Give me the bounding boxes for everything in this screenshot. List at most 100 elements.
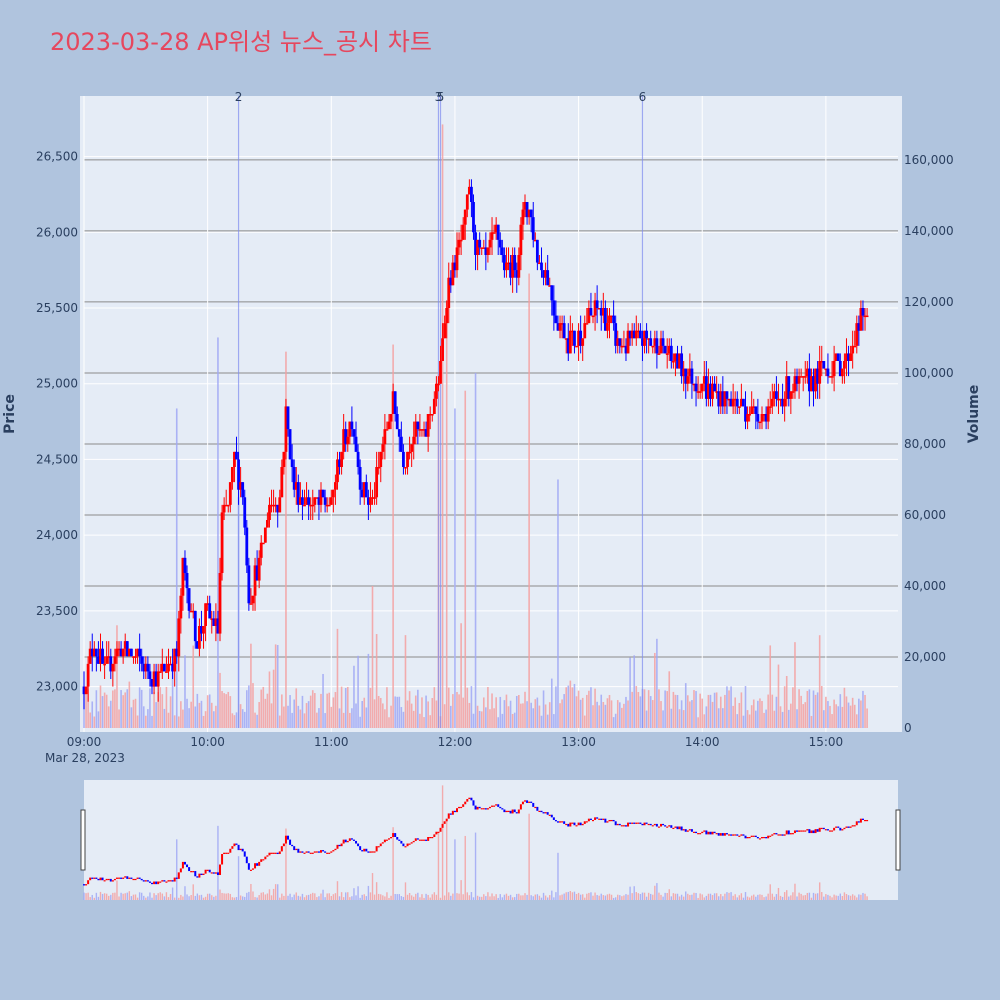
slider-candle <box>188 867 191 872</box>
slider-volume-bar <box>788 896 790 900</box>
candle-body <box>519 224 523 255</box>
volume-bar <box>767 694 769 728</box>
slider-volume-bar <box>227 893 229 900</box>
volume-bar <box>130 707 133 728</box>
slider-volume-bar <box>509 894 512 900</box>
slider-volume-bar <box>478 896 481 900</box>
volume-bar <box>132 699 135 728</box>
slider-candle <box>682 829 685 831</box>
candle-body <box>424 429 428 437</box>
slider-candle <box>120 877 123 879</box>
slider-candle <box>787 830 790 835</box>
candle-body <box>657 353 661 355</box>
volume-bar <box>194 706 197 728</box>
slider-volume-bar <box>95 892 98 900</box>
slider-candle <box>515 812 518 814</box>
candle-body <box>185 573 189 589</box>
volume-bar <box>841 706 844 728</box>
candle-body <box>107 656 111 658</box>
slider-volume-bar <box>851 894 854 900</box>
candle-body <box>840 368 844 377</box>
volume-bar <box>631 691 633 728</box>
volume-bar <box>738 702 741 728</box>
volume-bar <box>184 655 186 728</box>
slider-candle <box>703 830 706 832</box>
slider-volume-bar <box>147 896 149 900</box>
candle-body <box>805 368 809 377</box>
slider-candle <box>122 877 125 879</box>
candle-body <box>721 391 725 407</box>
slider-candle <box>458 806 461 809</box>
range-slider-left-handle[interactable] <box>80 809 86 871</box>
slider-volume-bar <box>810 897 813 900</box>
volume-bar <box>546 714 549 728</box>
candle-body <box>610 315 613 318</box>
slider-candle <box>225 852 228 854</box>
slider-volume-bar <box>200 894 203 900</box>
slider-volume-bar <box>204 896 207 900</box>
slider-volume-bar <box>211 895 213 900</box>
slider-candle <box>350 838 353 840</box>
volume-bar <box>550 678 553 728</box>
chart-title: 2023-03-28 AP위성 뉴스_공시 차트 <box>50 28 432 56</box>
slider-candle <box>357 843 360 847</box>
slider-volume-bar <box>635 892 637 900</box>
slider-volume-bar <box>184 886 186 900</box>
slider-candle <box>758 838 761 840</box>
slider-candle <box>594 817 597 820</box>
candle-body <box>762 414 766 416</box>
slider-volume-bar <box>188 896 190 900</box>
slider-candle <box>760 837 763 839</box>
slider-candle <box>668 825 671 827</box>
slider-candle <box>383 839 386 843</box>
price-tick-label: 24,000 <box>36 528 78 542</box>
volume-bar <box>99 685 102 728</box>
slider-candle <box>635 822 638 824</box>
slider-volume-bar <box>526 894 528 900</box>
range-slider-preview <box>83 785 869 900</box>
slider-candle <box>295 848 298 851</box>
volume-bar <box>182 709 184 728</box>
candle-body <box>614 323 618 346</box>
candle-body <box>261 542 265 545</box>
slider-volume-bar <box>124 893 126 900</box>
slider-volume-bar <box>118 896 120 900</box>
slider-candle <box>769 835 772 837</box>
slider-candle <box>173 877 176 882</box>
slider-volume-bar <box>423 897 425 900</box>
candle-body <box>533 239 537 242</box>
volume-tick-label: 20,000 <box>904 650 946 664</box>
volume-bar <box>95 690 98 728</box>
volume-bar <box>109 700 112 728</box>
slider-candle <box>268 852 271 856</box>
candle-body <box>393 391 397 414</box>
slider-candle <box>83 884 85 886</box>
volume-bar <box>687 695 689 728</box>
volume-bar <box>515 696 518 728</box>
slider-candle <box>344 839 347 843</box>
range-slider-right-handle[interactable] <box>895 809 901 871</box>
slider-volume-bar <box>823 896 825 900</box>
slider-candle <box>480 808 483 810</box>
slider-volume-bar <box>629 886 631 900</box>
candle-body <box>346 436 350 445</box>
slider-candle <box>866 819 869 822</box>
slider-candle <box>767 835 770 839</box>
slider-candle <box>509 810 512 814</box>
volume-bar <box>559 703 561 728</box>
candle-body <box>241 482 245 498</box>
candle-body <box>216 618 220 634</box>
slider-volume-bar <box>854 895 856 900</box>
slider-volume-bar <box>511 897 514 900</box>
slider-candle <box>649 823 652 826</box>
slider-volume-bar <box>699 893 701 900</box>
candle-body <box>171 663 175 672</box>
slider-candle <box>237 844 240 851</box>
slider-volume-bar <box>538 895 541 900</box>
slider-candle <box>563 821 566 824</box>
slider-candle <box>713 831 716 834</box>
slider-volume-bar <box>182 896 184 900</box>
slider-candle <box>111 880 114 882</box>
candle-body <box>727 398 731 401</box>
volume-tick-label: 40,000 <box>904 579 946 593</box>
